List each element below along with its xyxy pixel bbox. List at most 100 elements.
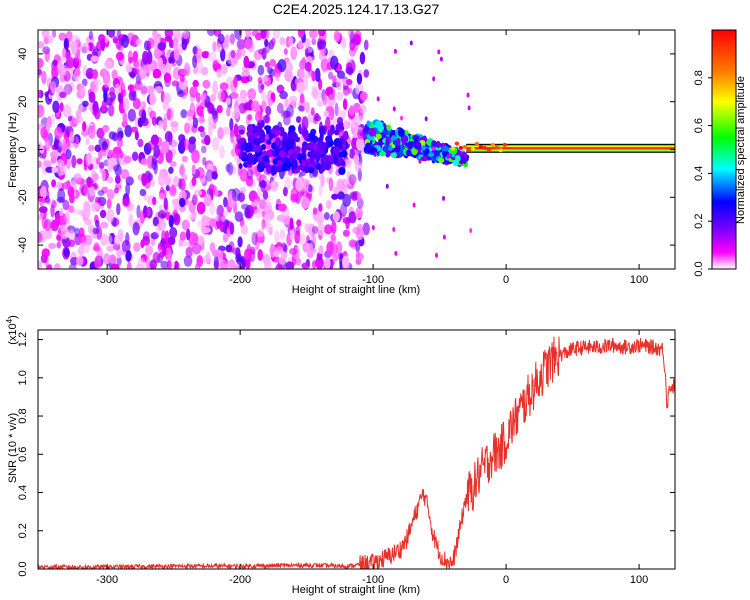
heatmap-cell <box>62 104 72 118</box>
heatmap-cell <box>245 141 253 153</box>
heatmap-cell <box>290 46 298 61</box>
heatmap-cell <box>230 129 235 144</box>
heatmap-cell <box>38 160 42 169</box>
heatmap-cell <box>53 139 59 150</box>
heatmap-cell <box>82 121 87 132</box>
heatmap-cell <box>317 136 324 143</box>
heatmap-cell <box>125 249 132 262</box>
heatmap-cell <box>178 178 186 191</box>
snr-y-ticks: 0.0 0.2 0.4 0.6 0.8 1.0 1.2 <box>17 332 675 577</box>
x-tick-label: -200 <box>229 574 251 586</box>
heatmap-cell <box>356 72 363 85</box>
heatmap-cell <box>278 255 286 266</box>
heatmap-cell <box>340 36 347 49</box>
heatmap-cell <box>191 149 200 164</box>
heatmap-cell <box>151 116 157 126</box>
heatmap-cell <box>246 123 254 134</box>
heatmap-cell <box>355 240 361 253</box>
heatmap-cell <box>43 229 53 240</box>
y-tick-label: 0.4 <box>17 485 29 500</box>
chart-title: C2E4.2025.124.17.13.G27 <box>273 1 440 17</box>
heatmap-cell <box>92 227 100 235</box>
x-tick-label: -300 <box>96 274 118 286</box>
heatmap-cell <box>52 59 59 67</box>
colorbar-tick-label: 0.4 <box>693 166 705 181</box>
x-tick-label: 100 <box>630 574 648 586</box>
heatmap-cell <box>244 207 251 219</box>
heatmap-cell <box>79 83 86 98</box>
heatmap-cell <box>93 242 100 252</box>
heatmap-cell <box>285 261 295 269</box>
heatmap-cell <box>209 201 216 216</box>
heatmap-cell <box>68 239 76 248</box>
heatmap-cell <box>336 78 342 91</box>
heatmap-cell <box>301 157 307 168</box>
heatmap-cell <box>140 239 145 249</box>
heatmap-cell <box>486 147 492 152</box>
heatmap-cell <box>201 50 210 59</box>
heatmap-cell <box>141 173 148 187</box>
heatmap-cell <box>239 89 248 100</box>
spectrogram-y-ticks: -40 -20 0 20 40 <box>17 48 675 253</box>
heatmap-cell <box>184 122 190 135</box>
heatmap-cell <box>120 168 130 180</box>
heatmap-cell <box>261 76 269 83</box>
heatmap-cell <box>59 102 64 112</box>
heatmap-cell <box>70 256 79 266</box>
heatmap-cell <box>274 129 281 136</box>
heatmap-cell <box>44 138 51 151</box>
heatmap-cell <box>469 228 473 234</box>
heatmap-cell <box>41 30 50 39</box>
heatmap-cell <box>348 239 357 248</box>
heatmap-cell <box>178 165 185 176</box>
snr-ylabel: SNR (10 * v/v) <box>7 413 19 483</box>
heatmap-cell <box>482 145 488 150</box>
heatmap-cell <box>243 55 250 69</box>
heatmap-cell <box>412 202 416 208</box>
heatmap-cell <box>312 207 318 215</box>
heatmap-cell <box>326 241 334 255</box>
heatmap-cell <box>353 102 361 113</box>
heatmap-cell <box>198 116 206 124</box>
heatmap-cell <box>260 30 267 39</box>
heatmap-cell <box>78 227 85 238</box>
heatmap-cell <box>270 128 276 135</box>
heatmap-cell <box>132 97 141 110</box>
heatmap-cell <box>129 71 136 79</box>
heatmap-cell <box>103 77 111 88</box>
heatmap-cell <box>332 211 341 222</box>
heatmap-cell <box>368 127 376 137</box>
heatmap-cell <box>252 132 260 138</box>
heatmap-cell <box>363 39 369 51</box>
heatmap-cell <box>178 190 187 201</box>
heatmap-cell <box>400 134 409 144</box>
heatmap-cell <box>354 207 364 219</box>
heatmap-cell <box>432 76 436 82</box>
heatmap-cell <box>230 50 236 59</box>
heatmap-cell <box>76 158 83 165</box>
heatmap-cell <box>301 116 309 131</box>
heatmap-cell <box>192 233 199 245</box>
heatmap-cell <box>128 56 134 63</box>
x-tick-label: -200 <box>229 274 251 286</box>
heatmap-cell <box>257 249 263 261</box>
heatmap-cell <box>51 112 56 125</box>
heatmap-cell <box>47 35 53 44</box>
heatmap-cell <box>38 58 44 69</box>
heatmap-cell <box>301 145 307 154</box>
heatmap-cell <box>371 225 375 231</box>
heatmap-cell <box>333 147 338 154</box>
heatmap-cell <box>244 38 253 50</box>
heatmap-cell <box>342 98 348 111</box>
heatmap-cell <box>295 226 301 236</box>
heatmap-cell <box>122 197 131 208</box>
heatmap-cell <box>455 154 461 163</box>
heatmap-cell <box>202 93 207 101</box>
heatmap-cell <box>256 228 265 238</box>
heatmap-cell <box>167 236 176 246</box>
heatmap-cell <box>152 216 159 227</box>
heatmap-cell <box>223 126 230 136</box>
heatmap-cell <box>219 145 225 160</box>
heatmap-cell <box>158 120 163 129</box>
heatmap-cell <box>264 38 269 48</box>
